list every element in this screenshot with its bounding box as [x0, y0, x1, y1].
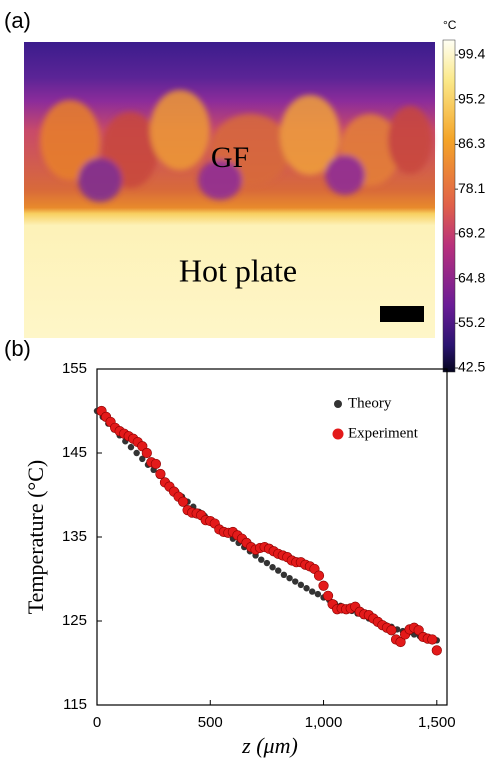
theory-point: [269, 564, 276, 571]
colorbar-tick-label: 42.5: [458, 359, 485, 375]
experiment-point: [322, 590, 334, 601]
experiment-point: [177, 496, 189, 507]
legend-label: Theory: [348, 395, 392, 411]
theory-point: [263, 559, 271, 567]
theory-point: [303, 585, 310, 592]
x-tick-label: 0: [93, 714, 101, 731]
theory-point: [309, 588, 316, 595]
colorbar-unit: °C: [443, 18, 457, 32]
legend-label: Experiment: [348, 425, 419, 441]
panel-label: (b): [4, 336, 31, 361]
y-tick-label: 155: [62, 360, 87, 377]
theory-point: [286, 574, 293, 582]
legend-marker: [332, 428, 344, 440]
colorbar: [442, 39, 456, 373]
experiment-point: [431, 645, 442, 656]
y-tick-label: 125: [62, 612, 87, 629]
plot-frame: [96, 368, 448, 706]
colorbar-tick-label: 95.2: [458, 90, 485, 106]
theory-point: [258, 556, 265, 563]
y-axis-title: Temperature (°C): [23, 460, 48, 614]
annotation: GF: [211, 141, 249, 174]
x-tick-label: 500: [198, 714, 223, 731]
panel-label: (a): [4, 8, 31, 33]
theory-point: [133, 449, 140, 457]
experiment-point: [150, 458, 161, 470]
colorbar-tick-label: 99.4: [458, 46, 485, 62]
scale-bar: [380, 306, 424, 322]
experiment-point: [395, 636, 406, 648]
colorbar-tick-label: 55.2: [458, 314, 485, 330]
colorbar-tick-label: 69.2: [458, 225, 485, 241]
colorbar-tick-label: 86.3: [458, 135, 485, 151]
theory-point: [314, 590, 322, 598]
legend-marker: [334, 400, 342, 408]
x-axis-title: z (μm): [241, 733, 298, 758]
theory-point: [297, 581, 305, 589]
experiment-point: [141, 447, 152, 459]
experiment-point: [427, 634, 438, 645]
y-tick-label: 145: [62, 444, 87, 461]
theory-point: [139, 455, 146, 463]
experiment-point: [313, 570, 325, 581]
theory-point: [275, 567, 282, 574]
x-tick-label: 1,000: [305, 714, 343, 731]
experiment-point: [155, 468, 166, 480]
theory-point: [292, 578, 299, 585]
theory-point: [127, 443, 135, 451]
annotation: Hot plate: [179, 252, 297, 288]
experiment-point: [386, 625, 397, 636]
y-tick-label: 115: [63, 696, 87, 713]
theory-point: [280, 571, 288, 578]
colorbar-tick-label: 64.8: [458, 269, 485, 285]
y-tick-label: 135: [62, 528, 87, 545]
thermal-image: [24, 42, 435, 338]
colorbar-tick-label: 78.1: [458, 180, 485, 196]
experiment-point: [318, 580, 329, 591]
x-tick-label: 1,500: [418, 714, 456, 731]
